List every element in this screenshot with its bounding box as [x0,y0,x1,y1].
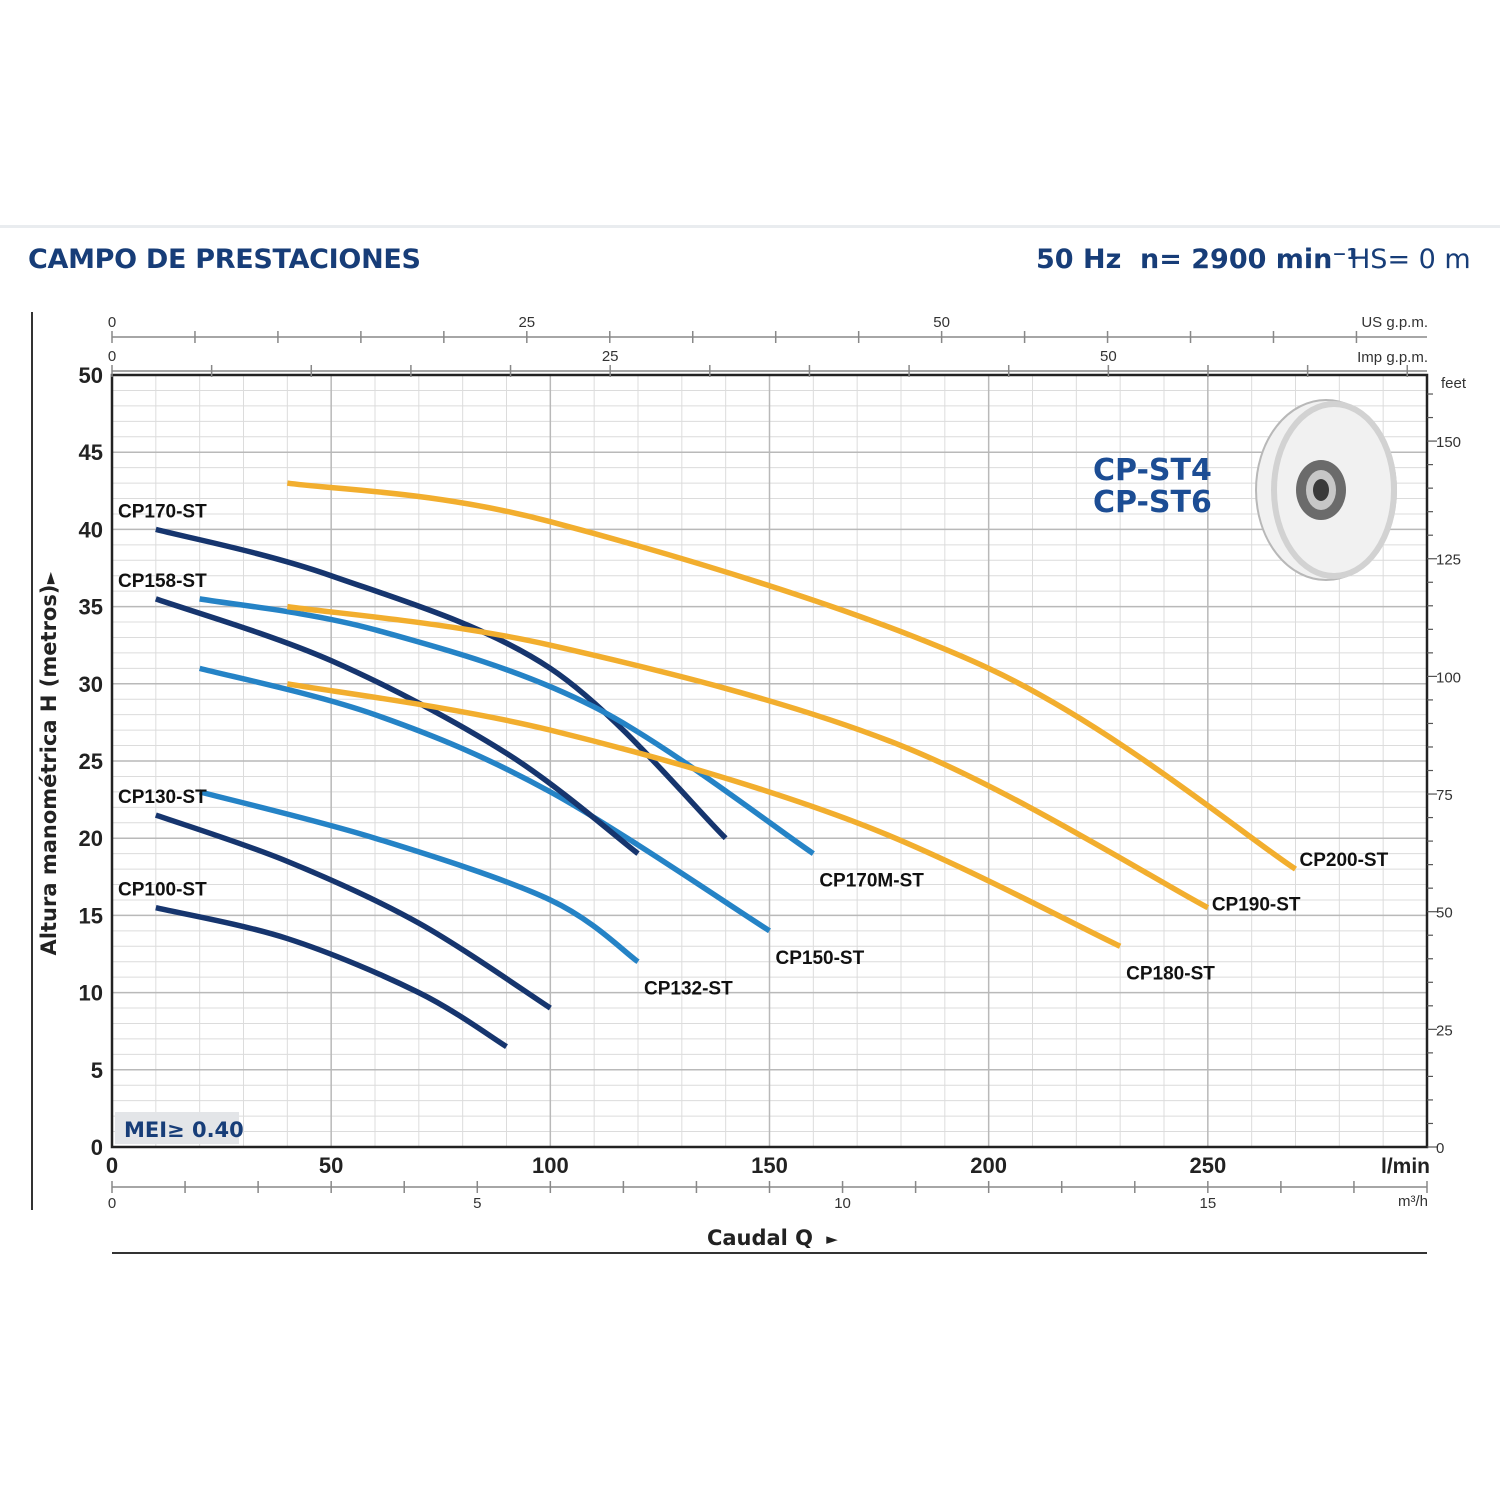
m3h-tick-label: 10 [834,1195,851,1212]
y-tick-label: 35 [79,595,103,620]
y-tick-label: 45 [79,440,103,465]
label-cp100-st: CP100-ST [118,880,207,901]
y-tick-label: 25 [79,749,103,774]
us-gpm-tick-label: 25 [518,314,535,331]
frequency-label: 50 Hz [1036,244,1122,275]
curve-cp190-st [286,603,1210,911]
label-cp180-st: CP180-ST [1126,963,1215,984]
x-tick-label: 0 [106,1153,118,1178]
page-title: CAMPO DE PRESTACIONES [28,244,421,275]
y-tick-label: 0 [91,1135,103,1160]
chart-title-line: CP-ST4 [1093,453,1212,488]
feet-tick-label: 0 [1436,1140,1444,1157]
mei-badge-bg [115,1112,239,1144]
y-axis-arrow-icon: ► [40,571,59,584]
us-gpm-tick-label: 0 [108,314,116,331]
feet-tick-label: 75 [1436,787,1453,804]
curve-labels: CP100-ST CP130-ST CP132-ST CP150-ST CP158-ST… [118,501,1389,999]
impeller-hub-bore [1313,479,1329,501]
feet-tick-label: 100 [1436,669,1461,686]
y-tick-label: 10 [79,981,103,1006]
curve-cp100-st [155,905,508,1049]
x-tick-label: 150 [751,1153,788,1178]
y-tick-label: 20 [79,826,103,851]
label-cp170-st: CP170-ST [118,501,207,522]
chart-grid [112,375,1427,1147]
curve-cp130-st [154,812,552,1011]
y-tick-label: 5 [91,1058,103,1083]
feet-tick-label: 25 [1436,1022,1453,1039]
feet-unit-label: feet [1441,375,1467,392]
y-tick-label: 30 [79,672,103,697]
x-tick-label: 200 [970,1153,1007,1178]
feet-tick-label: 150 [1436,434,1461,451]
m3h-tick-label: 15 [1199,1195,1216,1212]
chart-title-line: CP-ST6 [1093,485,1212,520]
mei-badge: MEI≥ 0.40 [124,1118,244,1142]
top-whitespace [0,0,1500,228]
y-tick-label: 50 [79,363,103,388]
x-tick-label: 100 [532,1153,569,1178]
imp-gpm-tick-label: 50 [1100,348,1117,365]
label-cp190-st: CP190-ST [1212,895,1301,916]
pump-curves [154,480,1298,1049]
curve-cp200-st [286,480,1298,872]
x-tick-label: 50 [319,1153,343,1178]
x-axis-label: Caudal Q [707,1226,813,1250]
feet-tick-label: 50 [1436,905,1453,922]
label-cp132-st: CP132-ST [644,979,733,1000]
plot-frame [110,373,1429,1149]
impeller-image [1255,399,1397,581]
label-cp200-st: CP200-ST [1300,850,1389,871]
x-tick-label: 250 [1189,1153,1226,1178]
suction-head-label: HS= 0 m [1350,244,1471,275]
us-gpm-tick-label: 50 [933,314,950,331]
y-tick-label: 40 [79,517,103,542]
m3h-tick-label: 0 [108,1195,116,1212]
x-unit-label: l/min [1381,1155,1430,1178]
m3h-unit-label: m³/h [1398,1193,1428,1210]
label-cp158-st: CP158-ST [118,571,207,592]
curve-cp170m-st [199,596,815,856]
curve-cp132-st [198,789,640,964]
label-cp130-st: CP130-ST [118,787,207,808]
curve-cp180-st [286,681,1122,949]
curve-cp170-st [155,526,728,841]
impeller-rim [1271,401,1397,579]
imp-gpm-tick-label: 0 [108,348,116,365]
label-cp170m-st: CP170M-ST [819,871,924,892]
us-gpm-unit-label: US g.p.m. [1361,314,1428,331]
speed-label: n= 2900 min⁻¹ [1140,244,1359,275]
curve-cp150-st [198,665,771,934]
m3h-tick-label: 5 [473,1195,481,1212]
imp-gpm-tick-label: 25 [602,348,619,365]
feet-tick-label: 125 [1436,552,1461,569]
label-cp150-st: CP150-ST [776,948,865,969]
x-axis-arrow-icon: ► [826,1230,838,1248]
y-tick-label: 15 [79,903,103,928]
imp-gpm-unit-label: Imp g.p.m. [1357,349,1428,366]
y-axis-label: Altura manométrica H (metros) [37,585,61,956]
